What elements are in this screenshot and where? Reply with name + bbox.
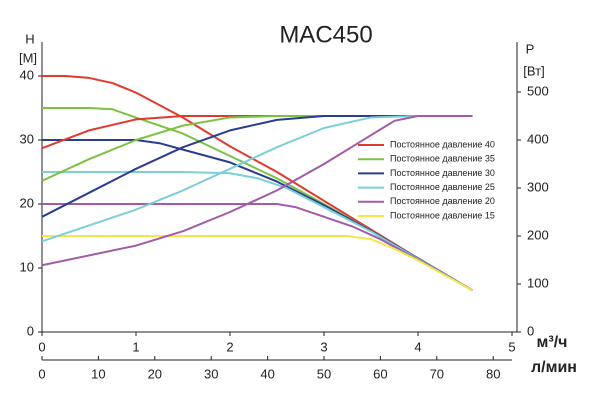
legend-label: Постоянное давление 30 — [390, 168, 495, 178]
x2-tick-label: 60 — [373, 366, 387, 381]
data-line — [41, 115, 473, 218]
y2-tick-label: 300 — [527, 179, 549, 194]
legend-label: Постоянное давление 15 — [390, 210, 495, 220]
x2-tick-label: 80 — [486, 366, 500, 381]
x-tick-label: 5 — [508, 339, 515, 354]
x2-tick-label: 20 — [148, 366, 162, 381]
chart-title: MAC450 — [279, 21, 372, 48]
y-tick-label: 20 — [20, 195, 34, 210]
y2-tick-label: 0 — [527, 323, 534, 338]
legend-label: Постоянное давление 35 — [390, 154, 495, 164]
data-line — [41, 115, 473, 182]
x-axis-label: м³/ч — [537, 334, 568, 351]
y2-tick-label: 200 — [527, 227, 549, 242]
x2-tick-label: 50 — [317, 366, 331, 381]
y2-tick-label: 500 — [527, 83, 549, 98]
y2-tick-label: 400 — [527, 131, 549, 146]
x2-tick-label: 10 — [91, 366, 105, 381]
data-line — [42, 171, 474, 292]
data-line — [41, 115, 473, 243]
data-line — [41, 115, 473, 267]
y-tick-label: 10 — [20, 259, 34, 274]
y2-axis-unit: [Вт] — [523, 63, 544, 78]
y2-axis-label: P — [526, 41, 535, 56]
y2-tick-label: 100 — [527, 275, 549, 290]
y-tick-label: 40 — [20, 67, 34, 82]
data-line — [42, 235, 474, 292]
x-tick-label: 1 — [132, 339, 139, 354]
y-tick-label: 30 — [20, 131, 34, 146]
x2-axis-label: л/мин — [531, 359, 577, 376]
x-tick-label: 2 — [226, 339, 233, 354]
legend-label: Постоянное давление 40 — [390, 139, 495, 149]
y-axis-label: H — [25, 31, 34, 46]
y-axis-unit: [M] — [19, 50, 37, 65]
x2-tick-label: 40 — [260, 366, 274, 381]
x2-tick-label: 70 — [430, 366, 444, 381]
x2-tick-label: 0 — [38, 366, 45, 381]
legend-label: Постоянное давление 20 — [390, 196, 495, 206]
x-tick-label: 3 — [320, 339, 327, 354]
x-tick-label: 4 — [414, 339, 421, 354]
legend-label: Постоянное давление 25 — [390, 182, 495, 192]
y-tick-label: 0 — [27, 323, 34, 338]
x-tick-label: 0 — [38, 339, 45, 354]
x2-tick-label: 30 — [204, 366, 218, 381]
